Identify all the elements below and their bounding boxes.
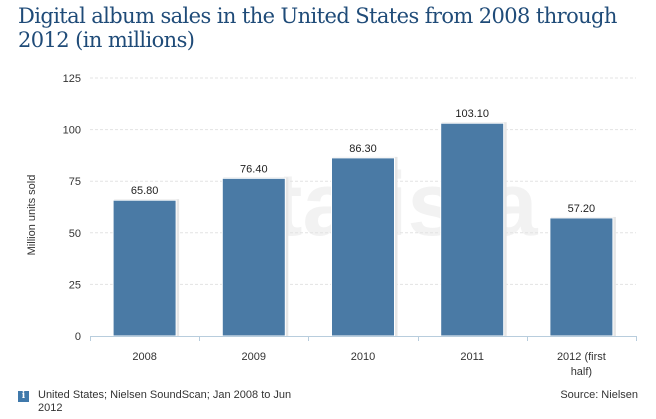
- value-label: 57.20: [568, 203, 596, 215]
- y-tick-label: 125: [63, 73, 81, 85]
- bar-2011[interactable]: [440, 122, 505, 337]
- value-label: 86.30: [349, 143, 377, 155]
- chart-title: Digital album sales in the United States…: [18, 4, 617, 52]
- y-tick-label: 0: [75, 331, 81, 343]
- info-icon[interactable]: i: [18, 391, 29, 402]
- bar-2008[interactable]: [112, 199, 177, 337]
- bar-2009[interactable]: [221, 177, 286, 337]
- x-tick-label: 2009: [242, 351, 266, 363]
- bars: [112, 122, 616, 337]
- value-label: 65.80: [131, 185, 159, 197]
- x-tick-label: 2012 (first half): [557, 351, 606, 378]
- footer-note: United States; Nielsen SoundScan; Jan 20…: [38, 389, 292, 414]
- value-label: 103.10: [455, 108, 489, 120]
- y-tick-label: 75: [69, 176, 81, 188]
- x-tick-label: 2008: [132, 351, 156, 363]
- value-label: 76.40: [240, 163, 268, 175]
- x-tick-label: 2011: [460, 351, 484, 363]
- y-tick-label: 50: [69, 228, 81, 240]
- y-tick-label: 100: [63, 125, 81, 137]
- bar-2010[interactable]: [331, 157, 395, 337]
- y-tick-label: 25: [69, 279, 81, 291]
- x-axis: 2008 2009 2010 2011 2012 (first half): [90, 336, 637, 378]
- value-labels: 65.80 76.40 86.30 103.10 57.20: [131, 108, 595, 215]
- gridlines: [90, 77, 636, 285]
- x-tick-label: 2010: [351, 351, 375, 363]
- source-label: Source: Nielsen: [560, 389, 638, 401]
- bar-2012 (first half)[interactable]: [549, 217, 614, 337]
- y-axis-ticks: 0 25 50 75 100 125: [63, 73, 81, 343]
